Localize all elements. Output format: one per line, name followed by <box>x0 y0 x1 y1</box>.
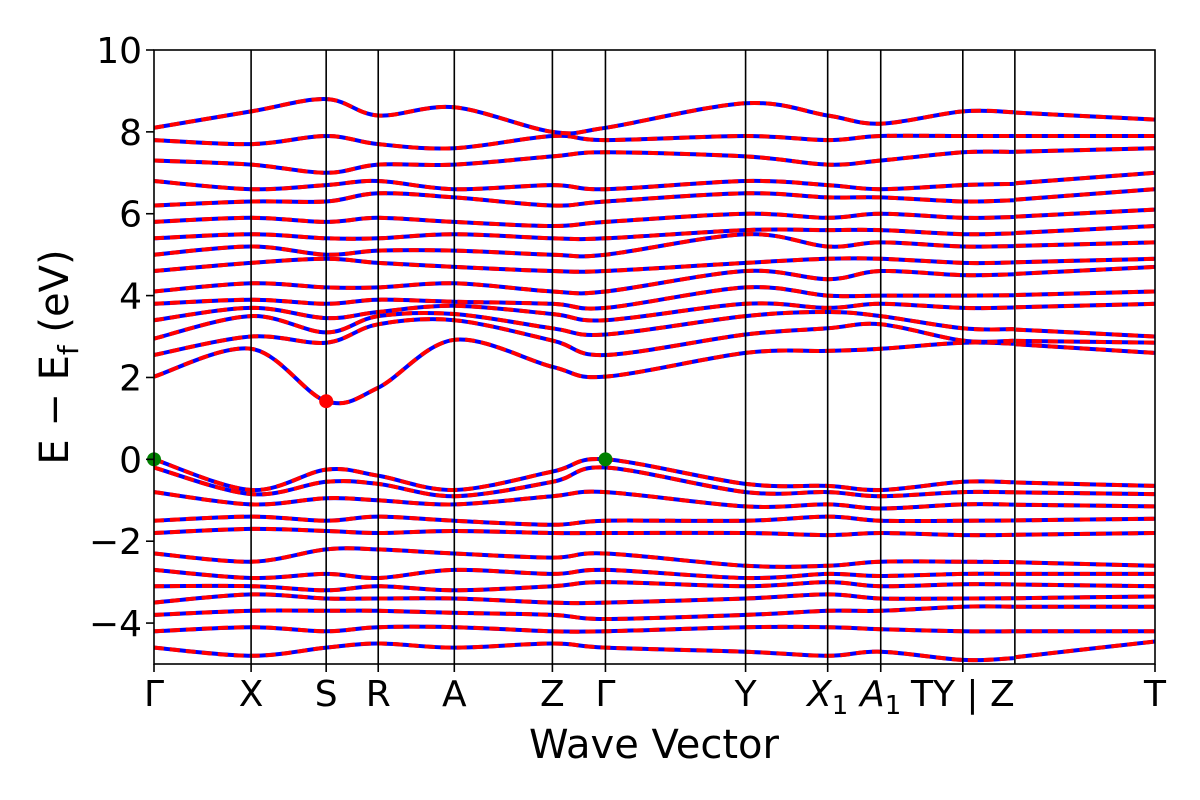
band-14-spin-up-seg-1 <box>1015 110 1155 122</box>
band-20-spin-up-seg-0 <box>154 546 1014 569</box>
x-tick-label: S <box>315 674 338 715</box>
band-lines <box>154 97 1155 663</box>
band-4-spin-up-seg-0 <box>154 285 1014 311</box>
extremum-markers <box>147 394 613 467</box>
band-23-spin-up-seg-1 <box>1015 594 1155 601</box>
band-20-spin-up-seg-1 <box>1015 560 1155 568</box>
band-18-spin-up-seg-0 <box>154 514 1014 527</box>
band-8-spin-up-seg-1 <box>1015 224 1155 235</box>
band-8-spin-up-seg-0 <box>154 227 1014 242</box>
x-tick-label: Z <box>540 674 565 715</box>
band-9-spin-up-seg-1 <box>1015 207 1155 219</box>
x-tick-label: T <box>1143 674 1167 715</box>
band-2-spin-up-seg-1 <box>1015 327 1155 339</box>
y-axis-label-main: E − E <box>32 355 78 465</box>
band-0-spin-up-seg-1 <box>1015 342 1155 355</box>
x-tick-label: Y <box>734 674 758 715</box>
band-12-spin-up-seg-1 <box>1015 146 1155 154</box>
y-tick-label: 2 <box>119 358 142 399</box>
band-18-spin-up-seg-1 <box>1015 516 1155 523</box>
x-tick-label: A1 <box>858 674 901 721</box>
band-17-spin-up-seg-1 <box>1015 502 1155 509</box>
y-tick-label: 8 <box>119 113 142 154</box>
band-11-spin-up-seg-1 <box>1015 170 1155 186</box>
band-26-spin-up-seg-1 <box>1015 639 1155 660</box>
x-tick-label: X1 <box>805 674 848 721</box>
band-15-spin-up-seg-0 <box>154 457 1014 493</box>
y-tick-label: 4 <box>119 277 142 318</box>
band-9-spin-up-seg-0 <box>154 211 1014 229</box>
x-tick-label: R <box>366 674 391 715</box>
x-tick-label: Γ <box>595 674 615 715</box>
band-13-spin-up-seg-0 <box>154 133 1014 151</box>
band-22-spin-up-seg-1 <box>1015 582 1155 589</box>
band-5-spin-down-seg-0 <box>154 268 1014 296</box>
vbm-marker-1 <box>598 452 613 467</box>
x-tick-label: TY | Z <box>910 674 1015 715</box>
y-tick-label: −2 <box>89 522 142 563</box>
cbm-marker-2 <box>319 394 334 409</box>
band-21-spin-up-seg-0 <box>154 567 1014 581</box>
band-19-spin-up-seg-1 <box>1015 531 1155 537</box>
y-tick-label: 6 <box>119 195 142 236</box>
y-axis-label-unit: (eV) <box>32 249 78 345</box>
band-11-spin-up-seg-0 <box>154 178 1014 192</box>
y-axis-label-subscript: f <box>52 344 85 355</box>
band-25-spin-up-seg-0 <box>154 624 1014 634</box>
high-symmetry-lines <box>250 50 1016 664</box>
band-14-spin-up-seg-0 <box>154 97 1014 136</box>
plot-frame <box>153 49 1156 665</box>
x-tick-label: Γ <box>144 674 164 715</box>
band-26-spin-up-seg-0 <box>154 641 1014 663</box>
band-3-spin-up-seg-1 <box>1015 301 1155 310</box>
band-15-spin-up-seg-1 <box>1015 480 1155 488</box>
y-tick-label: 10 <box>96 31 142 72</box>
band-24-spin-down-seg-0 <box>154 604 1014 622</box>
y-axis-label: E − Ef (eV) <box>32 249 85 464</box>
band-10-spin-down-seg-0 <box>154 191 1014 208</box>
band-24-spin-up-seg-0 <box>154 604 1014 622</box>
band-17-spin-up-seg-0 <box>154 489 1014 511</box>
band-6-spin-up-seg-0 <box>154 256 1014 274</box>
band-19-spin-up-seg-0 <box>154 526 1014 538</box>
band-3-spin-up-seg-0 <box>154 301 1014 323</box>
y-tick-label: 0 <box>119 440 142 481</box>
band-16-spin-up-seg-1 <box>1015 490 1155 497</box>
band-5-spin-up-seg-1 <box>1015 264 1155 276</box>
y-axis-ticks: −4 −2 0 2 4 6 8 10 <box>89 31 154 645</box>
band-7-spin-up-seg-0 <box>154 232 1014 259</box>
band-4-spin-up-seg-1 <box>1015 289 1155 297</box>
band-7-spin-up-seg-1 <box>1015 240 1155 248</box>
band-23-spin-up-seg-0 <box>154 592 1014 606</box>
band-6-spin-up-seg-1 <box>1015 256 1155 265</box>
band-0-spin-down-seg-0 <box>154 337 1014 406</box>
x-axis-label: Wave Vector <box>529 722 780 768</box>
band-10-spin-up-seg-1 <box>1015 187 1155 202</box>
band-1-spin-up-seg-1 <box>1015 338 1155 345</box>
band-10-spin-up-seg-0 <box>154 191 1014 208</box>
x-tick-label: A <box>442 674 467 715</box>
y-tick-label: −4 <box>89 604 142 645</box>
band-12-spin-up-seg-0 <box>154 149 1014 175</box>
band-5-spin-up-seg-0 <box>154 268 1014 296</box>
band-22-spin-up-seg-0 <box>154 580 1014 593</box>
x-tick-label: X <box>239 674 264 715</box>
